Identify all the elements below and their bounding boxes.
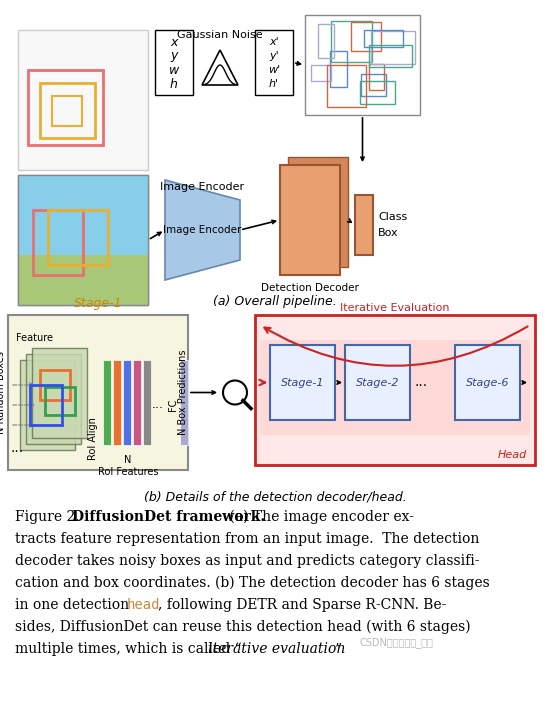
FancyBboxPatch shape <box>18 175 148 305</box>
Text: sides, DiffusionDet can reuse this detection head (with 6 stages): sides, DiffusionDet can reuse this detec… <box>15 620 471 635</box>
Text: tracts feature representation from an input image.  The detection: tracts feature representation from an in… <box>15 532 480 546</box>
Text: ”: ” <box>335 642 342 656</box>
FancyBboxPatch shape <box>255 315 535 465</box>
Text: y: y <box>170 49 178 62</box>
Text: Class: Class <box>378 212 407 222</box>
Text: cation and box coordinates. (b) The detection decoder has 6 stages: cation and box coordinates. (b) The dete… <box>15 576 490 590</box>
Text: FC: FC <box>168 399 178 411</box>
Text: h: h <box>170 77 178 90</box>
FancyBboxPatch shape <box>20 360 75 450</box>
Text: N
RoI Features: N RoI Features <box>98 455 158 477</box>
FancyBboxPatch shape <box>18 30 148 170</box>
Text: h': h' <box>269 79 279 89</box>
FancyBboxPatch shape <box>305 15 420 115</box>
Text: Figure 2.: Figure 2. <box>15 510 80 524</box>
Text: Image Encoder: Image Encoder <box>163 225 241 235</box>
Text: ...: ... <box>415 376 428 389</box>
FancyBboxPatch shape <box>180 360 188 445</box>
FancyBboxPatch shape <box>143 360 151 445</box>
FancyBboxPatch shape <box>18 255 148 305</box>
Text: w': w' <box>268 65 280 75</box>
Text: Detection Decoder: Detection Decoder <box>261 283 359 293</box>
Text: N Box Predictions: N Box Predictions <box>178 350 188 435</box>
Text: , following DETR and Sparse R-CNN. Be-: , following DETR and Sparse R-CNN. Be- <box>158 598 447 612</box>
FancyBboxPatch shape <box>123 360 131 445</box>
Polygon shape <box>202 50 238 85</box>
Text: (a) Overall pipeline.: (a) Overall pipeline. <box>213 295 337 308</box>
Text: (a) The image encoder ex-: (a) The image encoder ex- <box>225 510 414 524</box>
Text: DiffusionDet framework.: DiffusionDet framework. <box>72 510 265 524</box>
Text: decoder takes noisy boxes as input and predicts category classifi-: decoder takes noisy boxes as input and p… <box>15 554 480 568</box>
Text: Stage-2: Stage-2 <box>356 377 399 387</box>
FancyBboxPatch shape <box>26 354 81 444</box>
Text: Image Encoder: Image Encoder <box>161 182 245 192</box>
Text: ...: ... <box>10 441 23 455</box>
Text: Feature: Feature <box>16 333 53 343</box>
FancyBboxPatch shape <box>32 348 87 438</box>
Text: head: head <box>127 598 161 612</box>
Text: CSDN博客度学习_小白: CSDN博客度学习_小白 <box>360 637 434 648</box>
Polygon shape <box>165 180 240 280</box>
Text: Box: Box <box>378 228 399 238</box>
Text: x': x' <box>269 37 279 47</box>
Text: Head: Head <box>498 450 527 460</box>
Text: Stage-1: Stage-1 <box>74 297 122 310</box>
FancyBboxPatch shape <box>345 345 410 420</box>
Text: Stage-6: Stage-6 <box>466 377 509 387</box>
FancyBboxPatch shape <box>455 345 520 420</box>
Circle shape <box>223 381 247 404</box>
FancyBboxPatch shape <box>113 360 121 445</box>
Text: ...: ... <box>152 399 164 412</box>
FancyBboxPatch shape <box>18 175 148 255</box>
FancyBboxPatch shape <box>133 360 141 445</box>
Text: Stage-1: Stage-1 <box>280 377 324 387</box>
Text: N Random Boxes: N Random Boxes <box>0 351 6 434</box>
Text: Iterative Evaluation: Iterative Evaluation <box>340 303 450 313</box>
FancyBboxPatch shape <box>103 360 111 445</box>
FancyBboxPatch shape <box>260 340 530 435</box>
FancyBboxPatch shape <box>280 165 340 275</box>
Text: Gaussian Noise: Gaussian Noise <box>177 30 263 40</box>
Text: in one detection: in one detection <box>15 598 134 612</box>
Text: multiple times, which is called “: multiple times, which is called “ <box>15 642 241 656</box>
FancyBboxPatch shape <box>270 345 335 420</box>
FancyBboxPatch shape <box>288 157 348 267</box>
Text: x: x <box>170 36 178 49</box>
FancyBboxPatch shape <box>355 195 373 255</box>
Text: y': y' <box>269 51 279 61</box>
FancyBboxPatch shape <box>155 30 193 95</box>
Text: iterative evaluation: iterative evaluation <box>208 642 345 656</box>
FancyBboxPatch shape <box>8 315 188 470</box>
Text: w: w <box>169 64 179 77</box>
Text: RoI Align: RoI Align <box>88 417 98 460</box>
Text: (b) Details of the detection decoder/head.: (b) Details of the detection decoder/hea… <box>144 490 406 503</box>
FancyBboxPatch shape <box>255 30 293 95</box>
